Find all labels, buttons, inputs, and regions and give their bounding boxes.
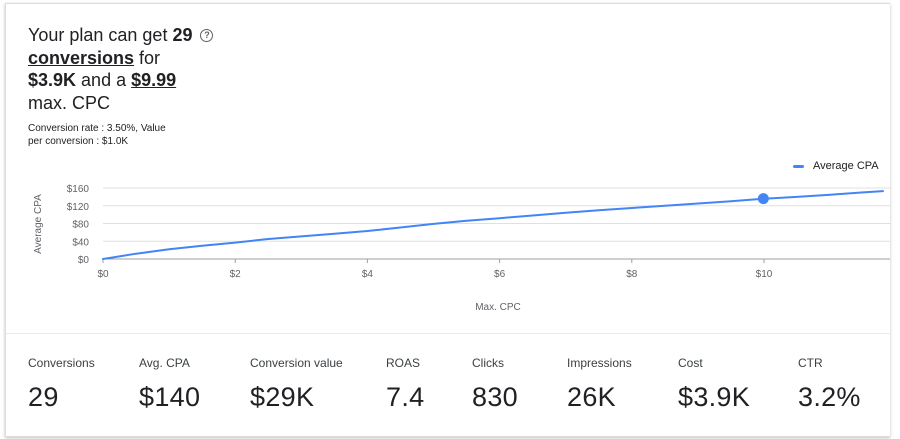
metric-label: Conversions (28, 356, 95, 370)
y-tick-label: $0 (78, 255, 90, 266)
metric-label: Avg. CPA (139, 356, 190, 370)
conversion-details: Conversion rate : 3.50%, Value per conve… (28, 122, 228, 148)
metric-value: 3.2% (798, 382, 861, 412)
headline-prefix: Your plan can get (28, 25, 173, 45)
y-axis-label: Average CPA (33, 194, 44, 254)
headline-max-cpc-link[interactable]: $9.99 (131, 70, 177, 90)
metric-value: 830 (472, 382, 518, 412)
metric-label: Cost (678, 356, 703, 370)
conversion-rate-text: Conversion rate : 3.50%, Value (28, 123, 166, 134)
metric-ctr: CTR 3.2% (798, 356, 861, 413)
x-tick-label: $6 (494, 269, 506, 280)
help-icon[interactable]: ? (200, 29, 214, 42)
legend-swatch (793, 164, 804, 168)
metric-value: 7.4 (386, 382, 425, 412)
plan-forecast-card: Your plan can get 29? conversions for $3… (5, 3, 890, 437)
divider (6, 333, 890, 334)
metric-label: Impressions (567, 356, 632, 370)
y-tick-label: $80 (72, 220, 89, 231)
metric-conversion-value: Conversion value $29K (250, 356, 343, 413)
headline-cost: $3.9K (28, 70, 77, 90)
y-tick-label: $160 (67, 184, 90, 195)
metric-label: Clicks (472, 356, 504, 370)
y-tick-label: $40 (72, 237, 89, 248)
headline-max-cpc-suffix: max. CPC (28, 92, 111, 113)
metric-value: 26K (567, 382, 616, 412)
x-tick-label: $4 (362, 269, 374, 280)
x-axis-label: Max. CPC (475, 302, 521, 313)
x-tick-label: $0 (97, 269, 109, 280)
average-cpa-chart[interactable]: $0 $40 $80 $120 $160 $0 $2 $4 $6 $8 $10 Max. CPC Ave… (6, 4, 890, 334)
headline-for: for (134, 47, 161, 68)
metric-value: 29 (28, 382, 59, 412)
selected-point-marker (757, 193, 769, 205)
x-tick-label: $2 (230, 269, 242, 280)
metric-value: $29K (250, 382, 315, 412)
headline-conversions-count: 29 (172, 25, 193, 45)
x-tick-label: $8 (626, 269, 638, 280)
metric-conversions: Conversions 29 (28, 356, 95, 413)
headline-and-a: and a (76, 70, 132, 90)
metric-value: $3.9K (678, 382, 751, 412)
metric-cost: Cost $3.9K (678, 356, 750, 413)
chart-legend: Average CPA (793, 160, 879, 172)
forecast-headline: Your plan can get 29? conversions for $3… (28, 24, 258, 114)
x-tick-label: $10 (756, 269, 773, 280)
metric-avg-cpa: Avg. CPA $140 (139, 356, 200, 413)
metric-label: Conversion value (250, 356, 343, 370)
y-tick-label: $120 (67, 202, 90, 213)
metric-label: ROAS (386, 356, 421, 370)
metric-roas: ROAS 7.4 (386, 356, 424, 413)
metric-clicks: Clicks 830 (472, 356, 518, 413)
value-per-conversion-text: per conversion : $1.0K (28, 136, 129, 147)
metric-value: $140 (139, 382, 201, 412)
legend-label: Average CPA (813, 160, 879, 172)
metric-label: CTR (798, 356, 823, 370)
metric-impressions: Impressions 26K (567, 356, 632, 413)
headline-conversions-link[interactable]: conversions (28, 47, 135, 68)
